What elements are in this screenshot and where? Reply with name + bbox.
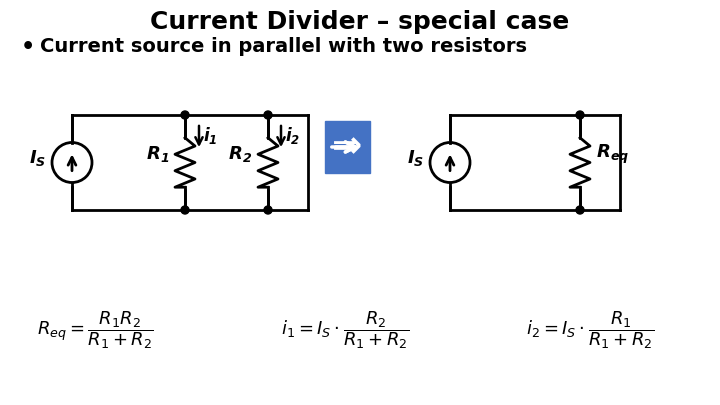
Text: $i_1 = I_S \cdot \dfrac{R_2}{R_1 + R_2}$: $i_1 = I_S \cdot \dfrac{R_2}{R_1 + R_2}$ xyxy=(281,309,409,351)
Text: $\bfit{I_S}$: $\bfit{I_S}$ xyxy=(29,147,46,168)
Circle shape xyxy=(181,206,189,214)
Bar xyxy=(325,121,370,173)
Circle shape xyxy=(576,206,584,214)
Text: $\bfit{R_2}$: $\bfit{R_2}$ xyxy=(228,145,252,164)
Text: •: • xyxy=(21,37,35,57)
Text: $i_2 = I_S \cdot \dfrac{R_1}{R_1 + R_2}$: $i_2 = I_S \cdot \dfrac{R_1}{R_1 + R_2}$ xyxy=(526,309,654,351)
Text: Current source in parallel with two resistors: Current source in parallel with two resi… xyxy=(40,37,527,56)
Circle shape xyxy=(181,111,189,119)
Text: $\bfit{I_S}$: $\bfit{I_S}$ xyxy=(407,147,424,168)
Text: ⇒: ⇒ xyxy=(333,130,363,164)
Text: $R_{eq} = \dfrac{R_1 R_2}{R_1 + R_2}$: $R_{eq} = \dfrac{R_1 R_2}{R_1 + R_2}$ xyxy=(37,309,153,351)
Text: $\bfit{i_2}$: $\bfit{i_2}$ xyxy=(285,125,300,146)
Circle shape xyxy=(264,206,272,214)
Bar xyxy=(428,141,472,185)
Text: $\bfit{i_1}$: $\bfit{i_1}$ xyxy=(203,125,217,146)
Text: $\bfit{R_1}$: $\bfit{R_1}$ xyxy=(145,145,169,164)
Bar xyxy=(256,137,280,188)
Circle shape xyxy=(576,111,584,119)
Bar xyxy=(173,137,197,188)
Text: $\bfit{R_{eq}}$: $\bfit{R_{eq}}$ xyxy=(596,143,629,166)
Text: Current Divider – special case: Current Divider – special case xyxy=(150,10,570,34)
Circle shape xyxy=(264,111,272,119)
Bar xyxy=(568,137,592,188)
Bar xyxy=(50,141,94,185)
